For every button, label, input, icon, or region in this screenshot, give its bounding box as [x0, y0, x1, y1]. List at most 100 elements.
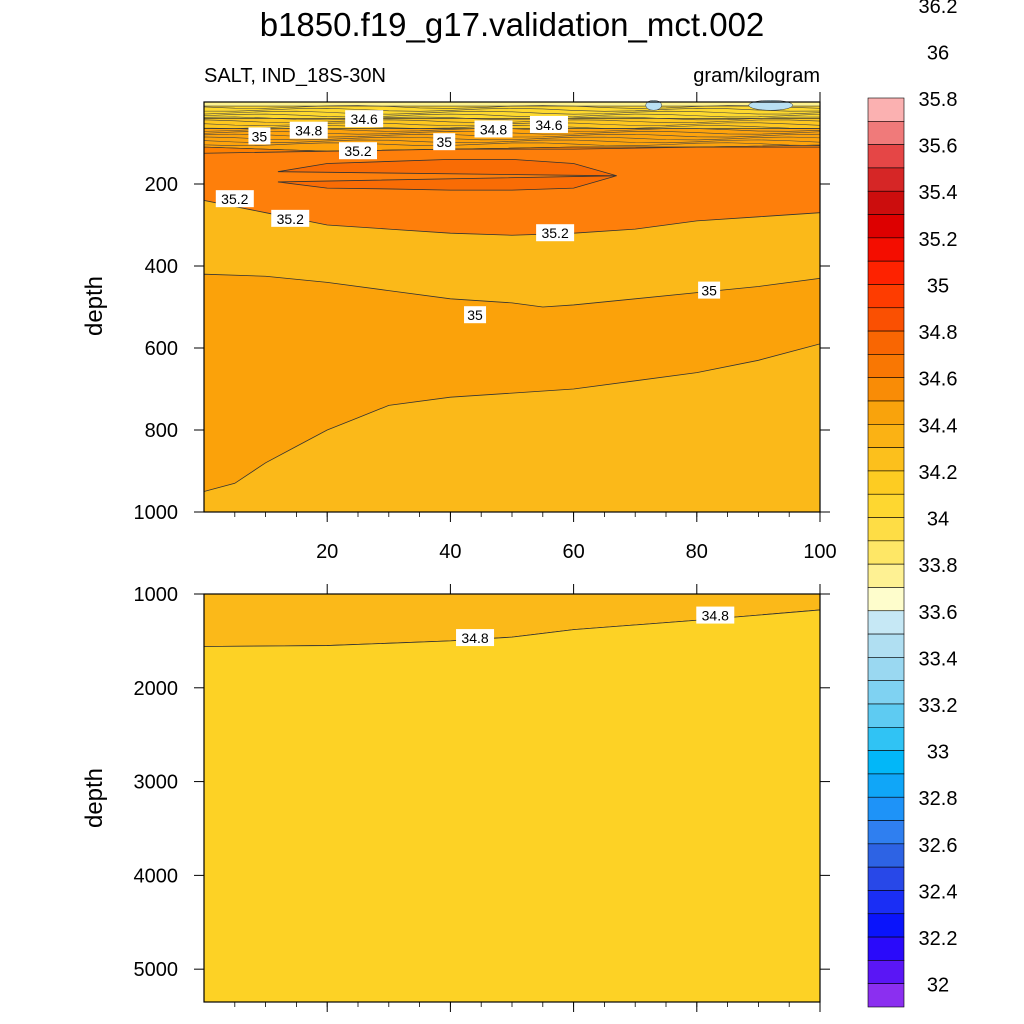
colorbar-box [867, 587, 905, 612]
contour-label-bg [698, 281, 721, 299]
upper-isoline [203, 105, 821, 109]
colorbar-box [867, 190, 905, 215]
colorbar-box [867, 97, 905, 122]
colorbar-label: 36 [927, 42, 949, 64]
colorbar-box [867, 773, 905, 798]
upper-isoline [203, 116, 821, 121]
colorbar-box [867, 890, 905, 915]
upper-contour-label: 35 [464, 306, 487, 324]
upper-contour-label: 35 [698, 281, 721, 299]
contour-label-text: 35.2 [541, 225, 568, 241]
contour-label-bg [345, 110, 384, 128]
upper-contour-label: 35 [248, 127, 271, 145]
contour-label-text: 35 [436, 134, 452, 150]
contour-label-bg [456, 629, 495, 647]
colorbar-box [867, 750, 905, 775]
contour-label-text: 35.2 [277, 211, 304, 227]
colorbar-label: 34.8 [919, 322, 958, 344]
colorbar-label: 35 [927, 275, 949, 297]
upper-ytick-label: 800 [145, 420, 178, 442]
colorbar-box [867, 703, 905, 728]
colorbar-label: 33.2 [919, 695, 958, 717]
upper-contour-label: 34.8 [474, 120, 513, 138]
upper-contour-label: 35.2 [215, 190, 254, 208]
contour-label-bg [215, 190, 254, 208]
contour-label-bg [464, 306, 487, 324]
upper-ytick-label: 1000 [134, 502, 179, 524]
colorbar-box [867, 144, 905, 169]
upper-ytick-label: 400 [145, 256, 178, 278]
colorbar-label: 36.2 [919, 0, 958, 18]
colorbar-box [867, 727, 905, 751]
colorbar-box [867, 307, 905, 332]
colorbar-label: 33 [927, 742, 949, 764]
colorbar-label: 34.4 [919, 415, 958, 437]
lower-ytick-label: 1000 [134, 584, 179, 606]
colorbar-label: 32 [927, 975, 949, 997]
colorbar-box [867, 354, 905, 378]
colorbar-label: 35.4 [919, 182, 958, 204]
upper-region-35-4 [277, 159, 617, 191]
contour-label-bg [536, 224, 575, 242]
upper-contour-label: 35 [433, 133, 456, 151]
colorbar-box [867, 330, 905, 355]
colorbar-label: 32.6 [919, 835, 958, 857]
upper-isoline [203, 113, 821, 118]
colorbar-label: 35.8 [919, 89, 958, 111]
colorbar-label: 33.8 [919, 555, 958, 577]
upper-isoline [203, 142, 821, 147]
upper-fresh-patch [748, 100, 793, 111]
upper-ytick-label: 200 [145, 174, 178, 196]
colorbar-box [867, 400, 905, 425]
upper-isoline [203, 107, 821, 112]
lower-ytick-label: 2000 [134, 678, 179, 700]
upper-contour-label: 34.8 [289, 121, 328, 139]
upper-band-34-6 [203, 105, 821, 119]
colorbar-label: 34 [927, 509, 949, 531]
colorbar-box [867, 214, 905, 239]
colorbar-box [867, 960, 905, 984]
colorbar-box [867, 121, 905, 145]
colorbar-label: 32.4 [919, 881, 958, 903]
colorbar-box [867, 796, 905, 821]
colorbar-box [867, 424, 905, 448]
contour-label-bg [529, 115, 568, 133]
colorbar-box [867, 563, 905, 588]
colorbar-box [867, 913, 905, 938]
contour-label-bg [271, 209, 310, 227]
colorbar-box [867, 377, 905, 402]
contour-label-text: 35.2 [344, 143, 371, 159]
contour-label-text: 34.8 [702, 608, 729, 624]
contour-label-text: 34.8 [461, 630, 488, 646]
contour-label-text: 34.6 [535, 117, 562, 133]
lower-ylabel: depth [81, 768, 108, 828]
colorbar-box [867, 493, 905, 518]
upper-xtick-label: 40 [439, 541, 461, 563]
upper-contour-label: 35.2 [339, 142, 377, 160]
colorbar-box [867, 633, 905, 658]
lower-ytick-label: 3000 [134, 772, 179, 794]
upper-contour-label: 35.2 [271, 209, 310, 227]
colorbar-box [867, 843, 905, 868]
contour-label-text: 35 [701, 283, 717, 299]
colorbar-box [867, 820, 905, 845]
upper-isoline [203, 139, 821, 144]
colorbar-box [867, 983, 905, 1008]
contour-label-bg [433, 133, 456, 151]
lower-ytick-label: 5000 [134, 959, 179, 981]
upper-xtick-label: 20 [316, 541, 338, 563]
upper-contour-label: 35.2 [536, 224, 575, 242]
colorbar-box [867, 167, 905, 192]
colorbar-label: 33.4 [919, 648, 958, 670]
contour-label-text: 35.2 [221, 191, 248, 207]
colorbar-label: 34.2 [919, 462, 958, 484]
colorbar-label: 32.2 [919, 928, 958, 950]
colorbar-box [867, 610, 905, 635]
colorbar-box [867, 284, 905, 309]
colorbar-label: 35.2 [919, 229, 958, 251]
contour-label-text: 35 [467, 307, 483, 323]
upper-isoline [203, 110, 821, 115]
colorbar-box [867, 936, 905, 961]
colorbar-box [867, 237, 905, 262]
